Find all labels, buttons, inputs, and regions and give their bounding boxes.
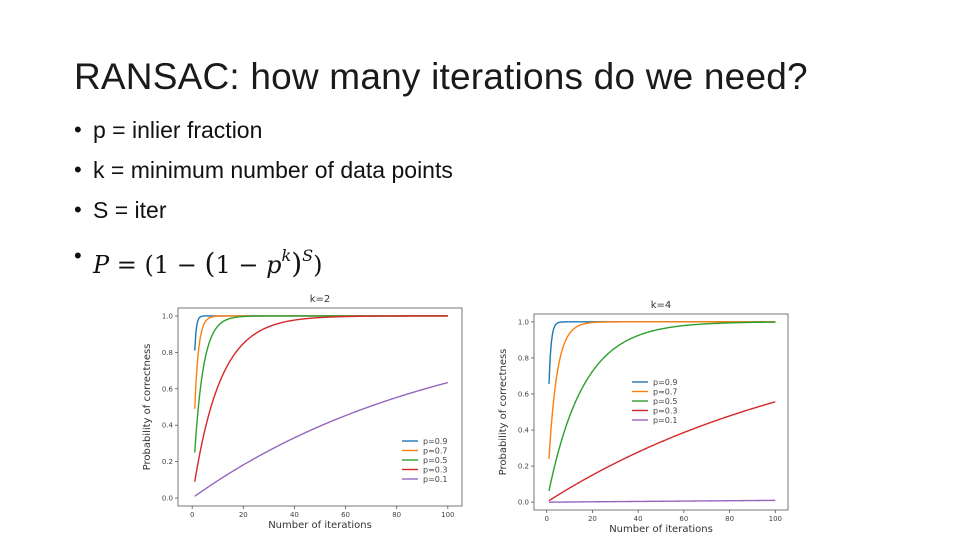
series-line-p-0_5 [194, 315, 448, 453]
x-tick-label: 80 [392, 511, 401, 519]
x-tick-label: 0 [190, 511, 194, 519]
series-line-p-0_3 [548, 401, 776, 502]
y-tick-label: 0.6 [518, 390, 530, 398]
bullet-marker: • [74, 157, 82, 182]
formula-paren-open: ( [204, 247, 216, 280]
y-tick-label: 0.0 [518, 499, 529, 507]
slide-title: RANSAC: how many iterations do we need? [74, 56, 808, 97]
x-tick-label: 60 [679, 515, 688, 523]
legend-label: p=0.9 [423, 437, 448, 446]
chart-k4: k=4 0.0 0.2 0.4 0.6 0.8 1.0 0 20 40 60 80 100 Number … [496, 294, 796, 535]
bullet-text: k = minimum number of data points [93, 157, 453, 183]
x-axis-label: Number of iterations [609, 524, 713, 535]
probability-formula: P = (1 − (1 − pk)S) [93, 246, 323, 280]
x-tick-label: 60 [341, 511, 350, 519]
x-tick-label: 40 [290, 511, 299, 519]
chart-title: k=2 [310, 294, 331, 305]
y-tick-label: 0.8 [518, 354, 529, 362]
x-tick-label: 20 [588, 515, 597, 523]
series-line-p-0_9 [194, 315, 448, 351]
bullet-marker: • [74, 117, 82, 142]
legend-label: p=0.7 [653, 387, 678, 396]
x-axis-label: Number of iterations [268, 520, 372, 531]
y-tick-label: 0.6 [162, 385, 174, 393]
formula-end: ) [313, 251, 323, 279]
y-tick-label: 0.0 [162, 495, 173, 503]
formula-paren-close: ) [291, 247, 303, 280]
y-tick-label: 0.4 [162, 422, 174, 430]
series-line-p-0_1 [194, 381, 448, 497]
bullet-item: • S = iter [74, 196, 453, 236]
x-tick-label: 40 [634, 515, 643, 523]
y-tick-label: 0.8 [162, 349, 173, 357]
series-line-p-0_1 [548, 499, 776, 503]
legend: p=0.9p=0.7p=0.5p=0.3p=0.1 [632, 378, 678, 425]
bullet-item: • k = minimum number of data points [74, 156, 453, 196]
chart-k4-svg: k=4 0.0 0.2 0.4 0.6 0.8 1.0 0 20 40 60 80 100 Number … [498, 300, 789, 535]
legend-label: p=0.7 [423, 446, 448, 455]
formula-S-exponent: S [302, 246, 314, 265]
y-tick-label: 0.4 [518, 427, 530, 435]
x-tick-label: 100 [441, 511, 454, 519]
formula-p: p [266, 251, 282, 279]
y-tick-label: 0.2 [518, 463, 529, 471]
series-line-p-0_7 [194, 315, 448, 409]
series-line-p-0_7 [548, 321, 776, 459]
bullet-item-formula: • P = (1 − (1 − pk)S) [74, 236, 453, 286]
chart-k2: k=2 0.0 0.2 0.4 0.6 0.8 1.0 0 20 40 60 80 100 Number … [140, 290, 470, 531]
y-tick-label: 1.0 [518, 318, 529, 326]
chart-title: k=4 [651, 300, 672, 311]
x-tick-label: 20 [239, 511, 248, 519]
legend-label: p=0.9 [653, 378, 678, 387]
bullet-marker: • [74, 243, 82, 268]
x-tick-label: 80 [725, 515, 734, 523]
series-line-p-0_9 [548, 321, 776, 384]
bullet-item: • p = inlier fraction [74, 116, 453, 156]
y-axis-label: Probability of correctness [142, 344, 153, 471]
legend-label: p=0.3 [423, 465, 448, 474]
bullet-list: • p = inlier fraction • k = minimum numb… [74, 116, 453, 286]
bullet-marker: • [74, 197, 82, 222]
legend-label: p=0.5 [653, 397, 678, 406]
legend-label: p=0.5 [423, 456, 448, 465]
formula-k-exponent: k [281, 246, 292, 265]
x-tick-label: 0 [544, 515, 548, 523]
bullet-text: p = inlier fraction [93, 117, 263, 143]
legend: p=0.9p=0.7p=0.5p=0.3p=0.1 [402, 437, 448, 484]
chart-k2-svg: k=2 0.0 0.2 0.4 0.6 0.8 1.0 0 20 40 60 80 100 Number … [142, 294, 463, 531]
legend-label: p=0.3 [653, 406, 678, 415]
y-tick-label: 1.0 [162, 312, 173, 320]
formula-P: P [93, 251, 110, 279]
x-tick-label: 100 [769, 515, 782, 523]
y-axis-label: Probability of correctness [498, 349, 509, 476]
y-tick-label: 0.2 [162, 458, 173, 466]
plot-frame [177, 307, 463, 507]
formula-eq: = (1 − [109, 251, 205, 279]
legend-label: p=0.1 [653, 416, 678, 425]
bullet-text: S = iter [93, 197, 167, 223]
legend-label: p=0.1 [423, 475, 448, 484]
series-line-p-0_5 [548, 321, 776, 492]
plot-frame [533, 313, 789, 511]
series-line-p-0_3 [194, 315, 448, 482]
formula-one-minus: 1 − [215, 251, 267, 279]
